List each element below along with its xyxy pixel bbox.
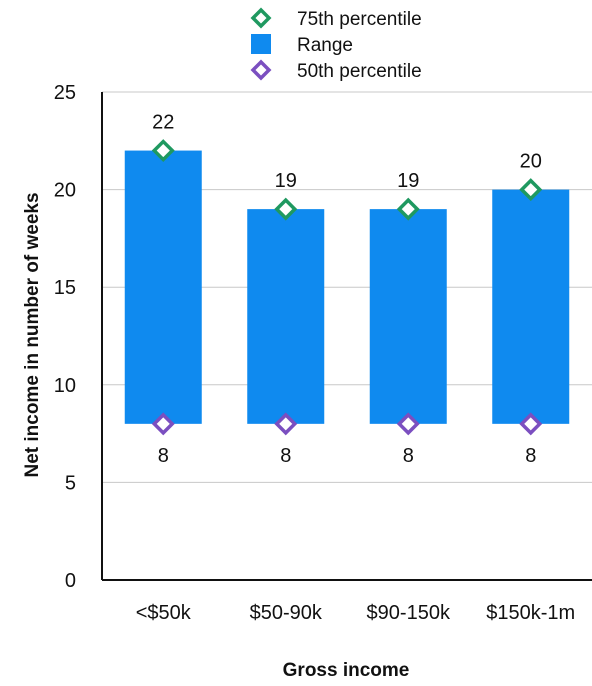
range-bar [492,189,570,424]
legend-label: 50th percentile [297,61,422,82]
y-tick-label: 25 [54,82,76,104]
y-tick-label: 5 [65,472,76,494]
legend-item: 75th percentile [250,7,422,30]
legend-label: 75th percentile [297,9,422,30]
legend-item: Range [251,34,353,56]
y-tick-label: 10 [54,375,76,397]
y-tick-labels: 0 5 10 15 20 25 [54,82,76,592]
legend-diamond-icon [250,59,272,81]
data-label-bottom: 8 [525,445,536,467]
p50-marker [396,412,420,436]
range-bar [369,209,447,424]
p75-marker [274,197,298,221]
legend: 75th percentile Range 50th percentile [250,7,422,82]
p50-marker [274,412,298,436]
legend-diamond-icon [250,7,272,29]
range-bars [124,150,570,424]
y-axis-title: Net income in number of weeks [22,192,43,477]
p75-marker [396,197,420,221]
x-axis-title: Gross income [283,660,410,681]
p75-marker [151,139,175,163]
percentile-markers [151,139,543,436]
y-tick-label: 15 [54,277,76,299]
data-label-bottom: 8 [158,445,169,467]
x-tick-label: $50-90k [250,602,323,624]
x-tick-label: $150k-1m [486,602,575,624]
range-bar [247,209,325,424]
data-label-top: 19 [397,170,419,192]
legend-label: Range [297,35,353,56]
data-label-top: 20 [520,151,542,173]
data-label-top: 22 [152,112,174,134]
p50-marker [519,412,543,436]
range-bar [124,150,202,424]
legend-square-icon [251,34,271,54]
y-tick-label: 0 [65,570,76,592]
x-tick-label: $90-150k [367,602,451,624]
data-labels: 22 19 19 20 8 8 8 8 [152,112,542,467]
p50-marker [151,412,175,436]
y-tick-label: 20 [54,180,76,202]
x-tick-label: <$50k [136,602,192,624]
axes [101,92,592,581]
legend-item: 50th percentile [250,59,422,82]
data-label-bottom: 8 [280,445,291,467]
data-label-bottom: 8 [403,445,414,467]
x-tick-labels: <$50k $50-90k $90-150k $150k-1m [136,602,576,624]
p75-marker [519,178,543,202]
data-label-top: 19 [275,170,297,192]
